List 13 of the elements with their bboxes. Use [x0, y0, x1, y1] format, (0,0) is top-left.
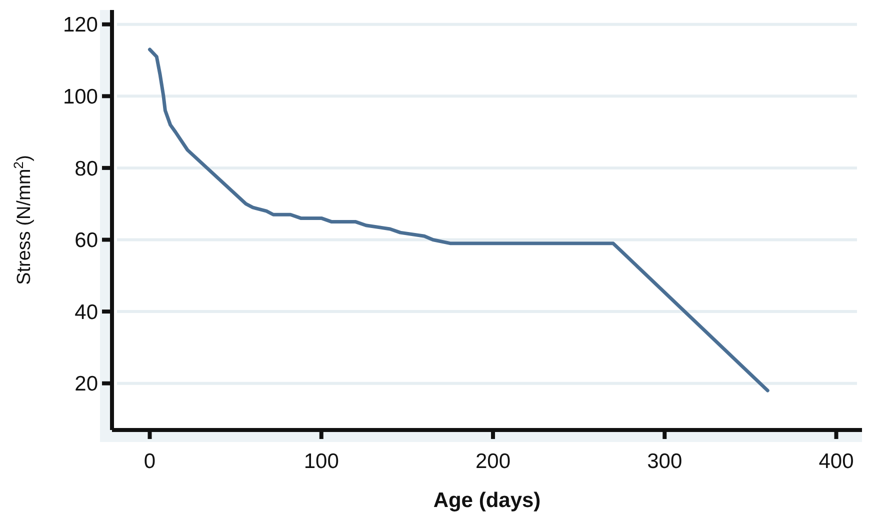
y-tick-label: 60 — [74, 229, 98, 252]
line-series — [148, 48, 770, 392]
x-tick-label: 0 — [144, 450, 156, 473]
x-tick-label: 200 — [475, 450, 511, 473]
y-tick-label: 120 — [62, 14, 98, 37]
y-tick-label: 40 — [74, 300, 98, 324]
y-tick-label: 100 — [62, 86, 98, 109]
y-tick-label: 20 — [74, 372, 98, 396]
x-axis-title: Age (days) — [433, 489, 541, 512]
y-tick-label: 80 — [74, 157, 98, 180]
x-tick-label: 100 — [304, 450, 339, 473]
x-tick-label: 300 — [647, 450, 682, 473]
x-tick-label: 400 — [818, 450, 854, 473]
